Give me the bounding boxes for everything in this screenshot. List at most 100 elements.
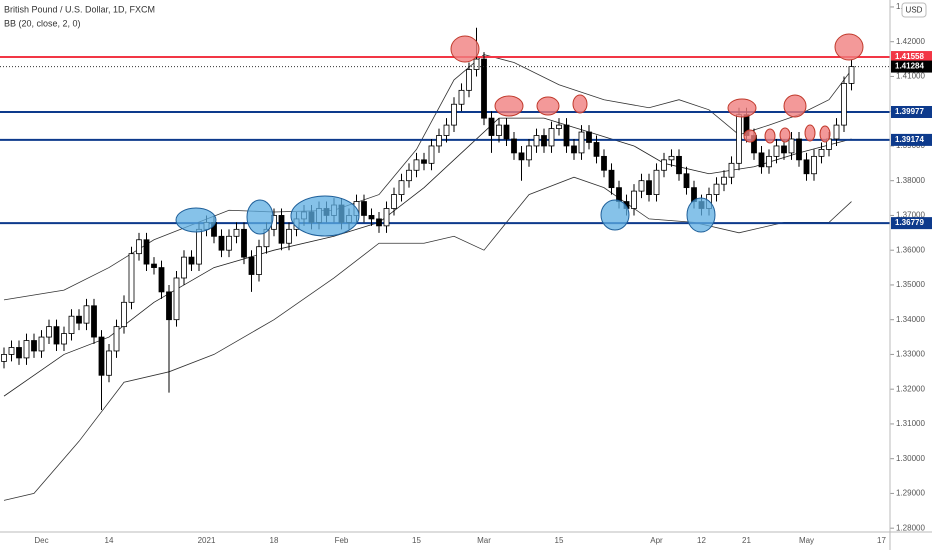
candle-body bbox=[496, 124, 502, 136]
candle-body bbox=[788, 138, 795, 154]
candle-body bbox=[451, 103, 457, 126]
highlight bbox=[819, 125, 831, 143]
candle-body bbox=[571, 145, 577, 154]
candle-body bbox=[458, 89, 465, 105]
candle-body bbox=[736, 114, 742, 164]
candle-body bbox=[406, 169, 412, 182]
candle-body bbox=[818, 149, 825, 157]
candle-body bbox=[106, 350, 112, 376]
candle-body bbox=[436, 135, 442, 147]
last-price-label: 1.41284 bbox=[895, 62, 924, 71]
level-tag bbox=[891, 133, 932, 146]
candle-body bbox=[593, 142, 600, 157]
highlight bbox=[572, 94, 588, 114]
level-tag bbox=[891, 217, 932, 230]
candle-body bbox=[173, 277, 180, 321]
candle-body bbox=[53, 326, 60, 345]
candle-body bbox=[76, 315, 82, 324]
level-tag bbox=[891, 51, 932, 64]
band-lower bbox=[3, 176, 852, 501]
currency-box[interactable] bbox=[901, 2, 927, 18]
level-tag bbox=[891, 105, 932, 118]
band-middle bbox=[3, 117, 852, 397]
chart-title: British Pound / U.S. Dollar, 1D, FXCM bbox=[4, 4, 155, 14]
candle-body bbox=[391, 194, 397, 209]
candle-body bbox=[113, 326, 120, 352]
candle-body bbox=[848, 66, 855, 84]
x-tick-label: 14 bbox=[105, 536, 114, 545]
x-tick-label: 21 bbox=[742, 536, 751, 545]
highlight bbox=[175, 207, 217, 233]
candle-body bbox=[31, 340, 37, 352]
candle-body bbox=[676, 155, 682, 175]
highlight bbox=[779, 127, 791, 143]
candle-body bbox=[376, 218, 382, 227]
candle-body bbox=[158, 267, 165, 293]
candle-body bbox=[68, 315, 75, 334]
candle-body bbox=[23, 340, 30, 359]
candle-body bbox=[488, 117, 495, 136]
candle-body bbox=[428, 145, 435, 164]
x-tick-label: 2021 bbox=[198, 536, 216, 545]
candle-body bbox=[83, 305, 90, 324]
y-tick-label: 1.35000 bbox=[896, 280, 925, 289]
candle-body bbox=[518, 152, 525, 161]
candle-body bbox=[563, 124, 570, 147]
candle-body bbox=[361, 201, 367, 216]
candle-body bbox=[413, 159, 420, 171]
y-tick-label: 1.41000 bbox=[896, 72, 925, 81]
y-tick-label: 1.38000 bbox=[896, 176, 925, 185]
candle-body bbox=[226, 235, 232, 251]
candle-body bbox=[533, 135, 540, 147]
level-label: 1.36779 bbox=[895, 218, 924, 227]
candle-body bbox=[46, 326, 52, 338]
y-tick-label: 1.42000 bbox=[896, 37, 925, 46]
candle-body bbox=[526, 145, 532, 161]
candle-body bbox=[398, 180, 405, 195]
y-tick-label: 1.32000 bbox=[896, 384, 925, 393]
candle-body bbox=[608, 169, 615, 189]
y-tick-label: 1.34000 bbox=[896, 315, 925, 324]
candle-body bbox=[98, 336, 105, 376]
candle-body bbox=[1, 354, 7, 362]
candle-body bbox=[811, 155, 817, 175]
x-tick-label: 15 bbox=[555, 536, 564, 545]
level-label: 1.39977 bbox=[895, 107, 924, 116]
candle-body bbox=[421, 159, 427, 164]
candle-body bbox=[683, 173, 690, 189]
x-tick-label: 17 bbox=[877, 536, 886, 545]
candle-body bbox=[241, 228, 247, 258]
y-tick-label: 1.33000 bbox=[896, 350, 925, 359]
candle-body bbox=[91, 305, 97, 338]
candle-body bbox=[773, 145, 780, 157]
y-tick-label: 1.31000 bbox=[896, 419, 925, 428]
highlight bbox=[494, 95, 524, 117]
x-tick-label: 12 bbox=[697, 536, 706, 545]
candle-body bbox=[503, 124, 510, 140]
candle-body bbox=[781, 145, 787, 154]
highlight bbox=[743, 129, 757, 143]
highlight bbox=[764, 128, 776, 144]
candle-body bbox=[473, 58, 480, 70]
y-tick-label: 1.30000 bbox=[896, 454, 925, 463]
candle-body bbox=[233, 228, 240, 237]
candle-body bbox=[548, 128, 555, 147]
indicator-label: BB (20, close, 2, 0) bbox=[4, 18, 81, 28]
candle-body bbox=[166, 291, 172, 321]
candle-body bbox=[796, 138, 802, 161]
candle-body bbox=[556, 124, 562, 129]
candle-body bbox=[713, 183, 720, 195]
last-price-tag bbox=[891, 60, 932, 73]
currency[interactable]: USD bbox=[906, 6, 923, 15]
candle-body bbox=[803, 159, 810, 175]
candle-body bbox=[586, 131, 592, 143]
annotations bbox=[175, 33, 864, 237]
candle-body bbox=[61, 333, 67, 345]
highlight bbox=[727, 98, 757, 118]
candle-body bbox=[151, 263, 157, 268]
x-tick-label: 18 bbox=[270, 536, 279, 545]
level-label: 1.39174 bbox=[895, 135, 924, 144]
y-tick-label: 1.28000 bbox=[896, 523, 925, 532]
